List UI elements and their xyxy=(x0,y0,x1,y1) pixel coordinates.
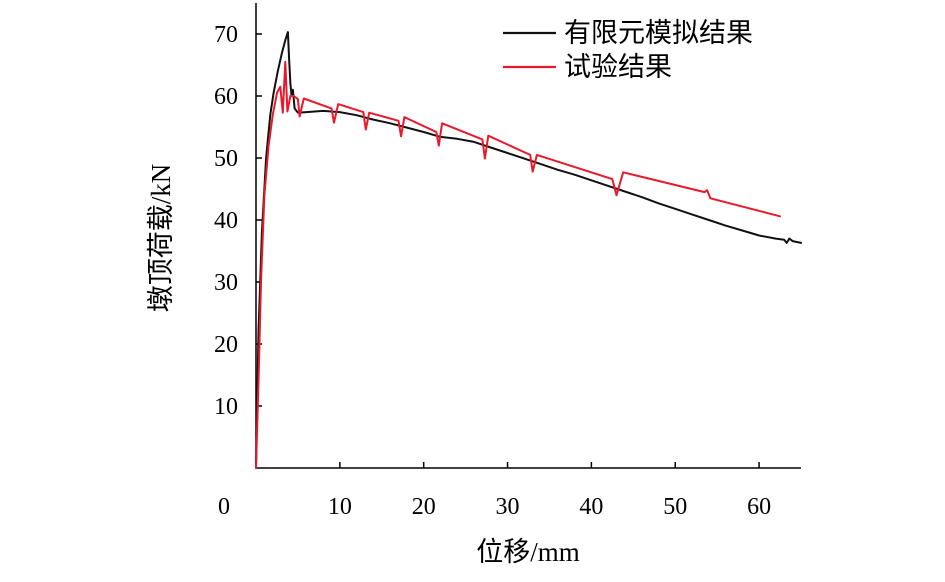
legend-label-fem: 有限元模拟结果 xyxy=(564,18,753,48)
y-tick-label: 10 xyxy=(214,394,238,420)
axes xyxy=(255,3,801,469)
x-tick-label: 40 xyxy=(579,494,603,520)
y-tick-label: 20 xyxy=(214,332,238,358)
y-axis-title: 墩顶荷载/kN xyxy=(146,164,176,313)
series-line-fem xyxy=(255,31,802,469)
legend: 有限元模拟结果 试验结果 xyxy=(503,18,753,82)
y-tick-label: 70 xyxy=(214,22,238,48)
y-tick-label: 50 xyxy=(214,146,238,172)
x-tick-label: 30 xyxy=(496,494,520,520)
series-group xyxy=(255,31,802,469)
x-tick-label: 10 xyxy=(328,494,352,520)
y-tick-label: 30 xyxy=(214,270,238,296)
x-axis-title: 位移/mm xyxy=(476,537,580,567)
x-tick-label: 50 xyxy=(663,494,687,520)
legend-label-test: 试验结果 xyxy=(564,52,672,82)
x-tick-group: 0 10 20 30 40 50 60 xyxy=(218,462,771,520)
y-tick-label: 60 xyxy=(214,84,238,110)
x-tick-label: 0 xyxy=(218,494,230,520)
y-tick-label: 40 xyxy=(214,208,238,234)
y-tick-group: 10 20 30 40 50 60 70 xyxy=(214,22,262,420)
x-tick-label: 20 xyxy=(412,494,436,520)
series-line-test xyxy=(255,60,781,469)
x-tick-label: 60 xyxy=(747,494,771,520)
